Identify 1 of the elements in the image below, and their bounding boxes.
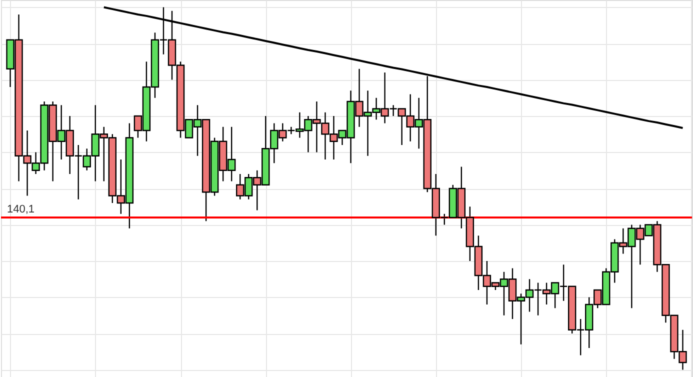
annotation: 140,1 <box>7 204 35 216</box>
